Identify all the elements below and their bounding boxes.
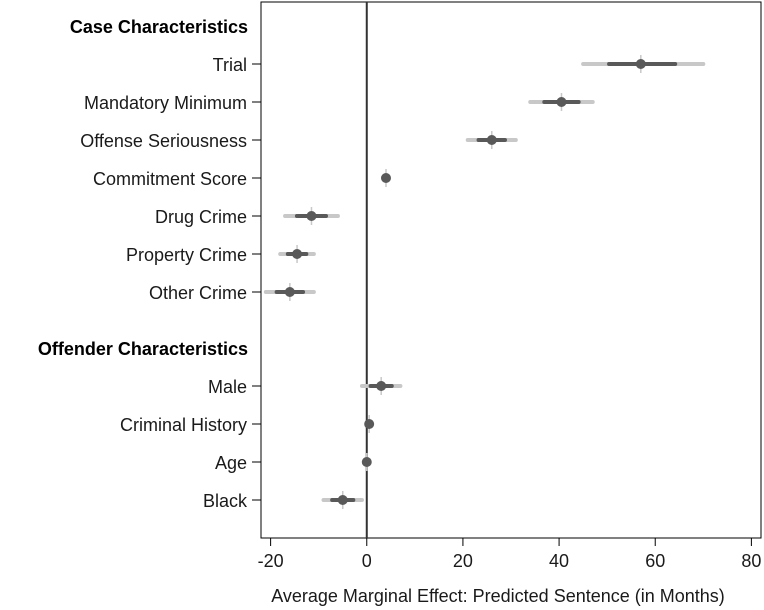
point-estimate <box>284 287 295 297</box>
point-estimate <box>306 211 317 221</box>
x-axis: -20 0 20 40 60 80 <box>258 538 761 571</box>
x-tick-label: 40 <box>549 551 569 571</box>
row-label: Offense Seriousness <box>80 131 247 151</box>
group-label: Offender Characteristics <box>38 339 248 359</box>
row-label: Criminal History <box>120 415 247 435</box>
group-label: Case Characteristics <box>70 17 248 37</box>
row-label: Age <box>215 453 247 473</box>
x-axis-label: Average Marginal Effect: Predicted Sente… <box>271 586 725 606</box>
point-estimate <box>635 59 646 69</box>
rows-layer: Case Characteristics Trial Mandatory Minim… <box>38 17 706 511</box>
row-label: Commitment Score <box>93 169 247 189</box>
x-tick-label: 80 <box>741 551 761 571</box>
x-tick-label: 60 <box>645 551 665 571</box>
row-label: Property Crime <box>126 245 247 265</box>
x-tick-label: 0 <box>362 551 372 571</box>
point-estimate <box>292 249 303 259</box>
plot-frame <box>260 1 762 539</box>
point-estimate <box>361 457 372 467</box>
point-estimate <box>381 173 391 183</box>
point-estimate <box>376 381 387 391</box>
row-label: Mandatory Minimum <box>84 93 247 113</box>
row-label: Black <box>203 491 248 511</box>
point-estimate <box>556 97 567 107</box>
point-estimate <box>364 419 375 429</box>
point-estimate <box>486 135 497 145</box>
row-label: Trial <box>213 55 247 75</box>
row-label: Male <box>208 377 247 397</box>
row-label: Other Crime <box>149 283 247 303</box>
x-tick-label: 20 <box>453 551 473 571</box>
x-tick-label: -20 <box>258 551 284 571</box>
row-label: Drug Crime <box>155 207 247 227</box>
point-estimate <box>337 495 348 505</box>
